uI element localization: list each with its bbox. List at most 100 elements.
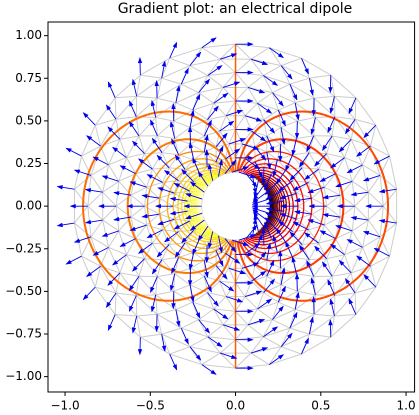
mesh-edge (156, 314, 163, 335)
mesh-edge (235, 296, 246, 312)
arrow-head (291, 256, 296, 263)
arrow-head (207, 119, 212, 126)
mesh-edge (136, 77, 162, 97)
contour (196, 185, 209, 207)
chart-title: Gradient plot: an electrical dipole (118, 1, 353, 17)
arrow-head (278, 220, 285, 227)
arrow-head (174, 154, 181, 161)
mesh-edge (146, 224, 163, 231)
mesh-edge (126, 238, 136, 255)
mesh-edge (140, 336, 170, 355)
arrow-head (330, 243, 337, 250)
arrow-head (228, 286, 235, 292)
arrow-head (269, 127, 276, 134)
mesh-edge (146, 168, 153, 188)
arrow-head (188, 263, 194, 271)
arrow-head (174, 251, 181, 258)
mesh-edge (192, 292, 208, 303)
arrow-head (172, 41, 178, 49)
mesh-edge (222, 87, 236, 102)
mesh-edge (181, 327, 208, 338)
mesh-edge (144, 242, 153, 259)
arrow-head (163, 236, 171, 243)
mesh-edge (247, 308, 258, 326)
arrow-head (216, 341, 223, 348)
mesh-edge (256, 103, 265, 120)
arrow-head (169, 210, 176, 216)
mesh-edge (250, 58, 282, 67)
mesh-edge (228, 254, 237, 269)
mesh-edge (297, 120, 315, 137)
mesh-edge (206, 103, 215, 120)
arrow-head (172, 364, 178, 371)
mesh-edge (263, 119, 268, 137)
arrow-head (181, 237, 187, 244)
mesh-edge (331, 116, 336, 137)
mesh-edge (215, 265, 221, 282)
mesh-edge (289, 313, 315, 329)
arrow-head (329, 107, 334, 114)
mesh-edge (207, 324, 224, 338)
mesh-edge (173, 290, 194, 303)
contour (196, 206, 209, 228)
mesh-edge (175, 92, 199, 104)
mesh-edge (94, 125, 102, 147)
arrow-head (204, 78, 211, 85)
arrow-head (233, 326, 241, 331)
mesh-edge (235, 339, 252, 354)
arrow-head (137, 349, 143, 356)
mesh-edge (332, 272, 352, 277)
arrow-head (175, 85, 181, 92)
mesh-edge (334, 292, 356, 297)
arrow-head (281, 267, 286, 274)
mesh-edge (297, 116, 316, 122)
mesh-edge (200, 206, 203, 214)
mesh-edge (296, 135, 314, 140)
arrow-head (247, 98, 254, 104)
arrow-head (98, 203, 105, 209)
arrow-head (264, 217, 271, 224)
mesh-edge (281, 190, 297, 194)
arrow-head (228, 120, 235, 126)
mesh-edge (156, 309, 176, 315)
mesh-edge (74, 175, 92, 190)
mesh-edge (272, 92, 296, 104)
mesh-edge (247, 324, 264, 338)
mesh-edge (161, 327, 182, 335)
mesh-edge (257, 180, 264, 187)
mesh-edge (257, 301, 279, 310)
mesh-edge (301, 57, 332, 76)
contour (82, 206, 235, 302)
mesh-edge (277, 284, 282, 303)
contour (172, 206, 226, 246)
contour (264, 187, 274, 225)
arrow-head (107, 126, 114, 133)
mesh-edge (367, 175, 381, 193)
mesh-edge (201, 352, 221, 365)
arrow-head (154, 80, 159, 87)
arrow-head (204, 271, 209, 279)
mesh-edge (235, 72, 249, 88)
arrow-head (309, 89, 314, 96)
arrow-head (112, 260, 119, 266)
arrow-head (204, 149, 210, 156)
arrow-head (247, 280, 254, 286)
mesh-edge (189, 284, 208, 294)
mesh-edge (157, 273, 175, 277)
mesh-edge (370, 145, 390, 157)
mesh-edge (161, 152, 170, 168)
arrow-head (137, 158, 145, 164)
mesh-edge (156, 259, 163, 277)
arrow-head (150, 99, 156, 107)
mesh-edge (169, 346, 191, 355)
arrow-head (242, 166, 250, 171)
mesh-edge (224, 238, 233, 241)
mesh-edge (281, 218, 297, 222)
mesh-edge (181, 83, 199, 94)
mesh-edge (354, 292, 357, 315)
mesh-edge (130, 186, 147, 196)
arrow-head (184, 67, 189, 75)
arrow-head (348, 298, 354, 305)
arrow-head (150, 306, 156, 313)
mesh-edge (136, 315, 162, 335)
